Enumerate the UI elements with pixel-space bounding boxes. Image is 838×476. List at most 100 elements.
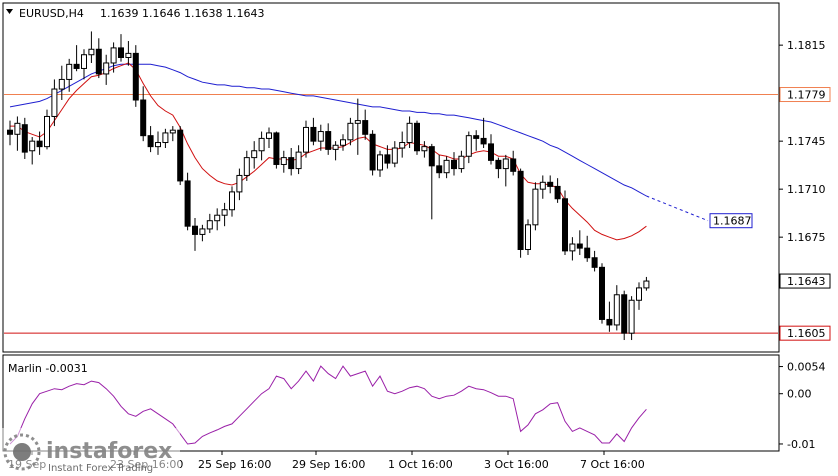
candle-body-bull	[125, 52, 132, 58]
price-axis: 1.1815 1.1779 1.1745 1.1710 1.1675 1.1643 1.16…	[779, 39, 831, 341]
time-tick-label: 1 Oct 16:00	[388, 458, 453, 471]
candle-body-bear	[192, 225, 198, 235]
candle-body-bull	[354, 120, 361, 124]
candle	[310, 117, 317, 146]
candle	[51, 79, 58, 127]
forecast-tag-label: 1.1687	[713, 215, 752, 228]
candle	[458, 150, 465, 173]
candle	[539, 175, 546, 199]
candle	[303, 120, 309, 158]
candle	[362, 109, 369, 140]
candle-body-bull	[88, 48, 95, 56]
candle-body-bull	[502, 158, 509, 170]
candle	[621, 290, 628, 341]
forecast-dash	[646, 195, 709, 222]
candle	[347, 117, 354, 146]
osc-tick-label: 0.0054	[787, 361, 826, 374]
candle	[118, 34, 124, 62]
candle	[606, 301, 613, 332]
candle	[569, 237, 576, 261]
candle	[169, 126, 176, 142]
osc-tick-label: 0.00	[787, 388, 812, 401]
candle-body-bear	[428, 146, 435, 167]
candle-body-bull	[636, 287, 642, 301]
candle	[288, 148, 295, 176]
candle	[73, 45, 80, 72]
candle-body-bear	[273, 132, 280, 165]
candle-body-bull	[347, 122, 354, 141]
candle	[251, 141, 258, 169]
candle-body-bull	[44, 115, 50, 148]
price-tag-label: 1.1779	[787, 89, 826, 102]
candle-body-bear	[177, 129, 184, 182]
candle	[36, 131, 43, 155]
candle	[495, 157, 502, 179]
time-tick-label: 29 Sep 16:00	[292, 458, 365, 471]
candle	[391, 141, 398, 168]
candle-body-bear	[118, 47, 124, 58]
candle-body-bull	[569, 243, 576, 252]
price-tag-label: 1.1605	[787, 327, 826, 340]
candle-body-bear	[451, 159, 457, 170]
collapse-triangle-icon[interactable]	[6, 9, 13, 14]
candle	[421, 141, 428, 158]
candle	[643, 276, 650, 291]
candle-body-bull	[58, 78, 65, 90]
price-panel[interactable]	[2, 2, 780, 353]
oscillator-path	[9, 365, 647, 445]
candle-body-bull	[66, 63, 73, 80]
candle-body-bear	[554, 185, 561, 200]
candle	[636, 282, 642, 310]
candle-body-bull	[51, 88, 58, 117]
candle	[295, 145, 302, 175]
forecast-tag-box	[709, 213, 753, 229]
candle-body-bull	[110, 47, 117, 64]
candle-body-bull	[406, 122, 413, 144]
candle-body-bull	[199, 228, 206, 235]
candle	[502, 154, 509, 187]
oscillator-axis: 0.0054 0.00 -0.01	[779, 361, 826, 451]
candle	[21, 117, 28, 159]
candle	[147, 126, 154, 153]
candle	[140, 86, 147, 142]
candle	[473, 130, 480, 151]
candle-body-bull	[532, 188, 539, 226]
candle	[628, 296, 635, 341]
candle-body-bull	[236, 174, 243, 193]
candle-body-bear	[576, 243, 583, 249]
candle-body-bull	[81, 54, 87, 69]
candle-body-bull	[14, 122, 21, 135]
candle-body-bull	[421, 146, 428, 152]
candle	[428, 143, 435, 220]
candle-body-bear	[21, 124, 28, 153]
candle	[44, 109, 50, 150]
candle-body-bear	[147, 135, 154, 148]
candle	[214, 208, 221, 231]
candle	[229, 186, 235, 217]
candle-body-bull	[169, 129, 176, 134]
candlesticks	[7, 31, 650, 341]
candle	[443, 156, 450, 179]
candle	[584, 235, 591, 262]
candle-body-bull	[613, 294, 620, 326]
price-tick-label: 1.1675	[787, 231, 826, 244]
candle	[110, 42, 117, 73]
forecast-dashed-line: 1.1687	[646, 195, 753, 229]
candle	[480, 117, 487, 149]
candle-body-bull	[539, 181, 546, 190]
candle	[465, 131, 472, 164]
price-tick-label: 1.1815	[787, 39, 826, 52]
candle	[199, 224, 206, 242]
candle-body-bear	[36, 140, 43, 148]
candle	[562, 190, 568, 255]
candle	[273, 131, 280, 169]
candle	[95, 38, 102, 79]
candle-body-bear	[184, 180, 191, 227]
time-tick-label: 7 Oct 16:00	[580, 458, 645, 471]
candle	[354, 98, 361, 155]
candle	[125, 41, 132, 66]
candle-body-bear	[621, 294, 628, 334]
candle	[177, 126, 184, 186]
candle-body-bull	[643, 280, 650, 289]
